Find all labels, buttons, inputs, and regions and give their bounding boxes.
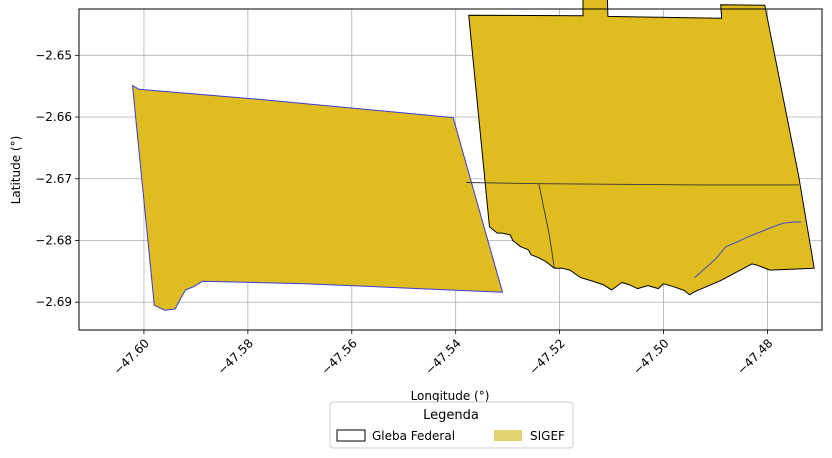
x-tick-label: −47.50 [630, 336, 671, 377]
x-tick-label: −47.56 [319, 336, 360, 377]
x-tick-label: −47.58 [215, 336, 256, 377]
y-tick-label: −2.67 [35, 172, 72, 186]
legend-swatch-gleba-federal [336, 429, 366, 442]
x-tick-label: −47.48 [734, 336, 775, 377]
legend-swatch-sigef [494, 430, 522, 441]
x-tick-label: −47.54 [423, 336, 464, 377]
x-tick-label: −47.60 [111, 336, 152, 377]
polygon-sigef [132, 85, 503, 311]
x-axis-label: Longitude (°) [411, 389, 490, 403]
x-tick-label: −47.52 [526, 336, 567, 377]
map-layers [132, 0, 815, 311]
line-sigef-river-edge [694, 221, 802, 278]
legend: Legenda Gleba Federal SIGEF [329, 401, 574, 449]
line-gleba-federal-internal-line [466, 182, 799, 186]
axes-frame [78, 8, 823, 331]
legend-label-gleba-federal: Gleba Federal [372, 429, 455, 443]
legend-title: Legenda [423, 408, 479, 423]
y-tick-label: −2.68 [35, 233, 72, 247]
legend-label-sigef: SIGEF [530, 429, 565, 443]
y-tick-label: −2.69 [35, 295, 72, 309]
y-axis-label: Latitude (°) [9, 136, 23, 205]
y-tick-label: −2.66 [35, 110, 72, 124]
y-tick-label: −2.65 [35, 48, 72, 62]
y-tick-label: −2.64 [35, 0, 72, 1]
line-gleba-federal-internal-line [538, 183, 555, 269]
polygon-gleba-federal [468, 0, 815, 296]
